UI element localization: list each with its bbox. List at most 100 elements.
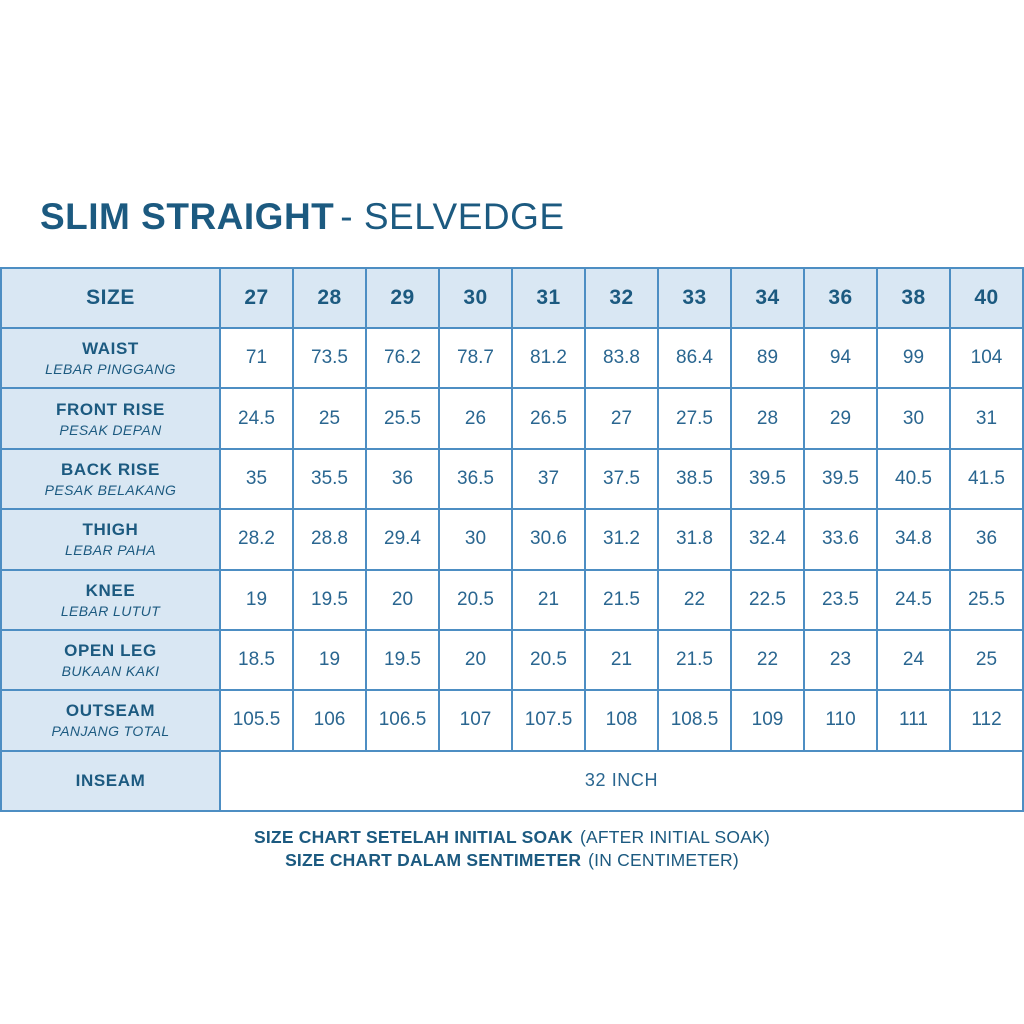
measurement-row-outseam: OUTSEAM PANJANG TOTAL 105.5 106 106.5 107 107.… [0, 689, 1024, 752]
measurement-value: 31.2 [584, 508, 659, 571]
measurement-row-knee: KNEE LEBAR LUTUT 19 19.5 20 20.5 21 21.5 22 22.5 2… [0, 568, 1024, 631]
measurement-value: 41.5 [949, 447, 1024, 511]
measurement-value: 26 [438, 387, 513, 450]
measurement-value: 110 [803, 689, 878, 752]
measurement-value: 106 [292, 689, 367, 752]
measurement-value: 34.8 [876, 508, 951, 571]
measurement-value: 33.6 [803, 508, 878, 571]
measurement-value: 112 [949, 689, 1024, 752]
size-34-column-header: 34 [730, 267, 805, 329]
size-29-column-header: 29 [365, 267, 440, 329]
measurement-value: 37.5 [584, 447, 659, 511]
measurement-value: 25.5 [949, 568, 1024, 631]
measurement-value: 76.2 [365, 326, 440, 390]
measurement-name-en: WAIST [82, 339, 139, 359]
size-28-column-header: 28 [292, 267, 367, 329]
measurement-value: 21.5 [657, 628, 732, 692]
measurement-value: 39.5 [730, 447, 805, 511]
row-label: OPEN LEG BUKAAN KAKI [0, 628, 221, 692]
title-fabric-name: - SELVEDGE [340, 196, 565, 237]
measurement-value: 36 [949, 508, 1024, 571]
measurement-value: 24.5 [876, 568, 951, 631]
measurement-value: 28.2 [219, 508, 294, 571]
measurement-value: 73.5 [292, 326, 367, 390]
measurement-value: 83.8 [584, 326, 659, 390]
measurement-value: 25 [949, 628, 1024, 692]
measurement-value: 21 [511, 568, 586, 631]
footer-notes: SIZE CHART SETELAH INITIAL SOAK (AFTER IN… [0, 826, 1024, 872]
measurement-value: 27.5 [657, 387, 732, 450]
size-30-column-header: 30 [438, 267, 513, 329]
measurement-value: 108 [584, 689, 659, 752]
measurement-value: 40.5 [876, 447, 951, 511]
measurement-value: 99 [876, 326, 951, 390]
inseam-row: INSEAM 32 INCH [0, 749, 1024, 813]
measurement-value: 104 [949, 326, 1024, 390]
measurement-name-id: LEBAR PAHA [65, 542, 156, 559]
header-row: SIZE 27 28 29 30 31 32 33 34 36 38 40 [0, 267, 1024, 329]
measurement-name-id: PESAK BELAKANG [44, 481, 177, 498]
measurement-value: 23.5 [803, 568, 878, 631]
measurement-value: 30 [438, 508, 513, 571]
inseam-value: 32 INCH [219, 749, 1024, 813]
measurement-value: 25 [292, 387, 367, 450]
title-fit-name: SLIM STRAIGHT [40, 196, 335, 237]
size-header-row: SIZE 27 28 29 30 31 32 33 34 36 38 40 [0, 267, 1024, 329]
size-27-column-header: 27 [219, 267, 294, 329]
measurement-value: 35 [219, 447, 294, 511]
measurement-value: 29 [803, 387, 878, 450]
measurement-value: 38.5 [657, 447, 732, 511]
size-36-column-header: 36 [803, 267, 878, 329]
measurement-value: 20.5 [438, 568, 513, 631]
measurement-value: 24 [876, 628, 951, 692]
measurement-row-open-leg: OPEN LEG BUKAAN KAKI 18.5 19 19.5 20 20.5 21 21.… [0, 628, 1024, 692]
measurement-name-en: KNEE [85, 580, 136, 600]
measurement-value: 21 [584, 628, 659, 692]
inseam-label: INSEAM [0, 749, 221, 813]
row-label: THIGH LEBAR PAHA [0, 508, 221, 571]
page-title: SLIM STRAIGHT - SELVEDGE [40, 196, 565, 238]
size-38-column-header: 38 [876, 267, 951, 329]
measurement-name-id: PANJANG TOTAL [51, 723, 170, 740]
measurement-value: 78.7 [438, 326, 513, 390]
measurement-value: 32.4 [730, 508, 805, 571]
row-label: OUTSEAM PANJANG TOTAL [0, 689, 221, 752]
measurement-row-thigh: THIGH LEBAR PAHA 28.2 28.8 29.4 30 30.6 31.2 31.… [0, 508, 1024, 571]
measurement-value: 26.5 [511, 387, 586, 450]
footer-note-soak-en: (AFTER INITIAL SOAK) [579, 827, 770, 847]
measurement-value: 19 [292, 628, 367, 692]
measurement-value: 106.5 [365, 689, 440, 752]
measurement-name-id: BUKAAN KAKI [61, 663, 160, 680]
measurement-value: 36.5 [438, 447, 513, 511]
measurement-value: 31 [949, 387, 1024, 450]
size-31-column-header: 31 [511, 267, 586, 329]
measurement-value: 27 [584, 387, 659, 450]
measurement-name-en: OUTSEAM [65, 701, 156, 721]
size-32-column-header: 32 [584, 267, 659, 329]
measurement-value: 22 [730, 628, 805, 692]
measurement-value: 105.5 [219, 689, 294, 752]
measurement-value: 20 [365, 568, 440, 631]
measurement-value: 107 [438, 689, 513, 752]
footer-note-cm-en: (IN CENTIMETER) [588, 850, 739, 870]
measurement-row-back-rise: BACK RISE PESAK BELAKANG 35 35.5 36 36.5 37 37.… [0, 447, 1024, 511]
measurement-value: 94 [803, 326, 878, 390]
measurement-value: 108.5 [657, 689, 732, 752]
measurement-row-front-rise: FRONT RISE PESAK DEPAN 24.5 25 25.5 26 26.5 27 2… [0, 387, 1024, 450]
measurement-value: 20 [438, 628, 513, 692]
row-label: FRONT RISE PESAK DEPAN [0, 387, 221, 450]
measurement-value: 71 [219, 326, 294, 390]
measurement-value: 29.4 [365, 508, 440, 571]
footer-note-cm-id: SIZE CHART DALAM SENTIMETER [285, 850, 582, 870]
measurement-row-waist: WAIST LEBAR PINGGANG 71 73.5 76.2 78.7 81.2 83.… [0, 326, 1024, 390]
measurement-value: 18.5 [219, 628, 294, 692]
row-label: WAIST LEBAR PINGGANG [0, 326, 221, 390]
measurement-value: 23 [803, 628, 878, 692]
measurement-value: 30.6 [511, 508, 586, 571]
measurement-value: 20.5 [511, 628, 586, 692]
measurement-value: 31.8 [657, 508, 732, 571]
measurement-value: 36 [365, 447, 440, 511]
measurement-value: 19.5 [365, 628, 440, 692]
measurement-value: 37 [511, 447, 586, 511]
